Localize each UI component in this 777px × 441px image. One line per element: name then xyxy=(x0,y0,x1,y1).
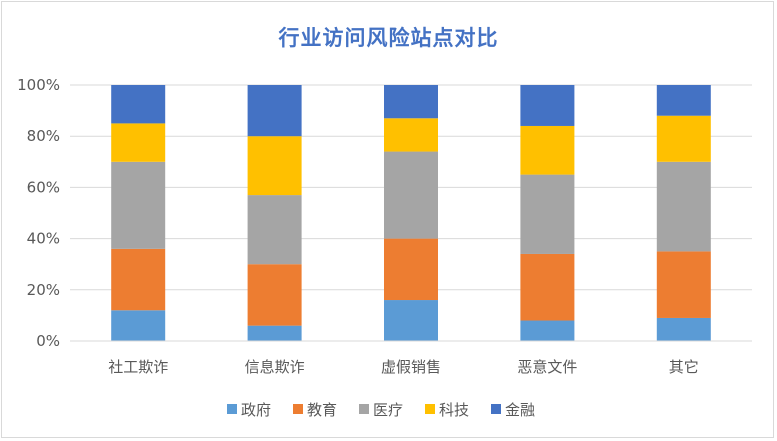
bar-segment xyxy=(520,85,575,126)
bar-segment xyxy=(111,123,166,162)
legend-swatch xyxy=(491,404,501,414)
legend-swatch xyxy=(293,404,303,414)
legend-swatch xyxy=(227,404,237,414)
category-label: 其它 xyxy=(669,358,699,376)
y-tick-label: 40% xyxy=(27,230,60,248)
bar-segment xyxy=(520,320,575,341)
bar-segment xyxy=(656,161,711,252)
bars xyxy=(111,85,711,341)
bar-segment xyxy=(656,317,711,341)
legend-item: 金融 xyxy=(491,401,535,419)
chart-title: 行业访问风险站点对比 xyxy=(278,26,499,50)
y-tick-label: 60% xyxy=(27,178,60,196)
bar-segment xyxy=(111,161,166,249)
y-tick-label: 20% xyxy=(27,281,60,299)
legend-label: 教育 xyxy=(307,401,337,419)
bar-segment xyxy=(111,248,166,311)
category-label: 虚假销售 xyxy=(381,358,441,376)
bar-segment xyxy=(247,136,302,196)
legend-label: 医疗 xyxy=(373,401,403,419)
bar-segment xyxy=(520,174,575,254)
bar-segment xyxy=(247,195,302,265)
legend-swatch xyxy=(425,404,435,414)
legend-label: 政府 xyxy=(241,401,271,419)
legend-item: 医疗 xyxy=(359,401,403,419)
bar-segment xyxy=(656,251,711,318)
bar-segment xyxy=(656,115,711,162)
bar-segment xyxy=(520,253,575,321)
bar-segment xyxy=(111,85,166,124)
legend-item: 教育 xyxy=(293,401,337,419)
legend-label: 金融 xyxy=(505,401,535,419)
legend-label: 科技 xyxy=(439,401,469,419)
category-labels: 社工欺诈 信息欺诈 虚假销售 恶意文件 其它 xyxy=(108,358,699,376)
y-tick-label: 0% xyxy=(36,332,60,350)
bar-segment xyxy=(656,85,711,116)
category-label: 社工欺诈 xyxy=(108,358,168,376)
bar-segment xyxy=(384,238,438,301)
y-tick-label: 80% xyxy=(27,127,60,145)
category-label: 信息欺诈 xyxy=(245,358,305,376)
bar-segment xyxy=(247,85,302,137)
bar-segment xyxy=(247,264,302,326)
bar-segment xyxy=(384,300,438,341)
legend: 政府 教育 医疗 科技 金融 xyxy=(227,401,535,419)
bar-segment xyxy=(247,325,302,341)
y-axis-ticks: 0% 20% 40% 60% 80% 100% xyxy=(17,76,60,350)
legend-item: 政府 xyxy=(227,401,271,419)
legend-item: 科技 xyxy=(425,401,469,419)
bar-segment xyxy=(111,310,166,341)
legend-swatch xyxy=(359,404,369,414)
category-label: 恶意文件 xyxy=(517,358,577,376)
bar-segment xyxy=(384,85,438,119)
bar-segment xyxy=(384,151,438,239)
bar-segment xyxy=(384,118,438,152)
y-tick-label: 100% xyxy=(17,76,60,94)
bar-segment xyxy=(520,125,575,175)
